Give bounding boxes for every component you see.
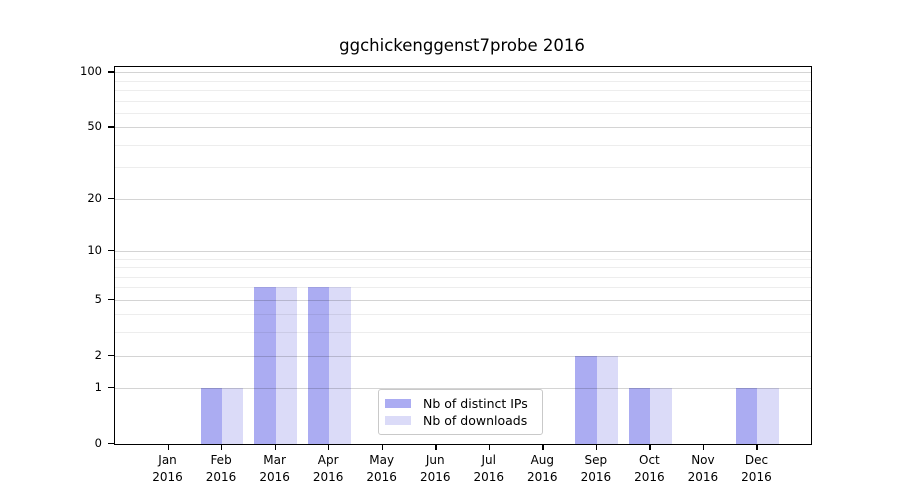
legend-row: Nb of downloads <box>385 412 534 429</box>
minor-gridline <box>115 314 811 316</box>
bar-downloads <box>596 355 619 444</box>
major-gridline <box>115 127 811 129</box>
major-gridline <box>115 299 811 301</box>
plot-area <box>114 66 812 445</box>
bar-downloads <box>329 287 351 444</box>
minor-gridline <box>115 90 811 92</box>
legend-label: Nb of distinct IPs <box>423 396 528 411</box>
y-tick-mark <box>107 298 115 301</box>
y-tick-label: 100 <box>80 64 102 79</box>
x-tick-mark <box>221 444 223 450</box>
bar-downloads <box>275 287 298 444</box>
y-tick-mark <box>107 354 115 356</box>
x-tick-mark <box>435 444 437 450</box>
x-tick-label: Jun 2016 <box>419 453 451 484</box>
bar-downloads <box>650 388 672 444</box>
y-tick-label: 10 <box>87 242 102 257</box>
bar-distinct-ips <box>575 355 597 444</box>
y-tick-mark <box>107 443 115 445</box>
x-tick-mark <box>488 444 491 450</box>
bar-distinct-ips <box>628 388 651 444</box>
minor-gridline <box>115 332 811 334</box>
minor-gridline <box>115 112 811 114</box>
major-gridline <box>115 72 811 74</box>
grid-layer <box>115 67 811 444</box>
x-tick-mark <box>756 444 758 450</box>
minor-gridline <box>115 167 811 169</box>
minor-gridline <box>115 258 811 260</box>
x-tick-label: Nov 2016 <box>687 453 719 484</box>
legend-swatch-downloads <box>385 415 411 426</box>
minor-gridline <box>115 276 811 278</box>
minor-gridline <box>115 267 811 269</box>
x-tick-label: Jul 2016 <box>473 453 505 484</box>
minor-gridline <box>115 100 811 102</box>
legend-swatch-distinct-ips <box>385 398 411 409</box>
major-gridline <box>115 355 811 357</box>
bar-downloads <box>757 388 779 444</box>
bar-distinct-ips <box>736 388 758 444</box>
x-tick-label: Oct 2016 <box>634 453 665 484</box>
x-tick-mark <box>702 444 705 450</box>
x-tick-label: Feb 2016 <box>205 453 237 484</box>
legend-row: Nb of distinct IPs <box>385 395 534 412</box>
y-tick-mark <box>107 197 115 200</box>
y-tick-label: 20 <box>87 190 102 205</box>
x-tick-label: Dec 2016 <box>741 453 772 484</box>
x-tick-mark <box>381 444 383 450</box>
y-tick-label: 5 <box>94 291 102 306</box>
bar-distinct-ips <box>307 287 330 444</box>
x-tick-mark <box>274 444 276 450</box>
bar-distinct-ips <box>200 388 223 444</box>
x-tick-label: Jan 2016 <box>152 453 183 484</box>
x-tick-label: Apr 2016 <box>312 453 344 484</box>
y-tick-mark <box>107 249 115 252</box>
x-tick-label: Aug 2016 <box>527 453 558 484</box>
bars-layer <box>115 67 811 444</box>
minor-gridline <box>115 144 811 146</box>
x-tick-mark <box>542 444 544 450</box>
x-tick-mark <box>649 444 651 450</box>
legend: Nb of distinct IPs Nb of downloads <box>378 389 543 435</box>
y-tick-mark <box>107 71 115 73</box>
x-tick-mark <box>167 444 169 450</box>
legend-label: Nb of downloads <box>423 413 528 428</box>
y-tick-label: 50 <box>87 119 102 134</box>
major-gridline <box>115 250 811 252</box>
y-tick-mark <box>107 387 115 389</box>
x-tick-label: Sep 2016 <box>580 453 612 484</box>
y-tick-mark <box>107 126 115 128</box>
x-tick-label: May 2016 <box>366 453 397 484</box>
minor-gridline <box>115 80 811 82</box>
bar-downloads <box>222 388 244 444</box>
x-tick-label: Mar 2016 <box>259 453 290 484</box>
y-tick-label: 0 <box>94 436 102 450</box>
y-tick-label: 1 <box>94 380 102 395</box>
y-tick-label: 2 <box>94 347 102 362</box>
x-tick-mark <box>328 444 330 450</box>
bar-distinct-ips <box>254 287 276 444</box>
major-gridline <box>115 198 811 200</box>
x-tick-mark <box>595 444 598 450</box>
minor-gridline <box>115 287 811 289</box>
chart-title: ggchickenggenst7probe 2016 <box>339 36 585 55</box>
